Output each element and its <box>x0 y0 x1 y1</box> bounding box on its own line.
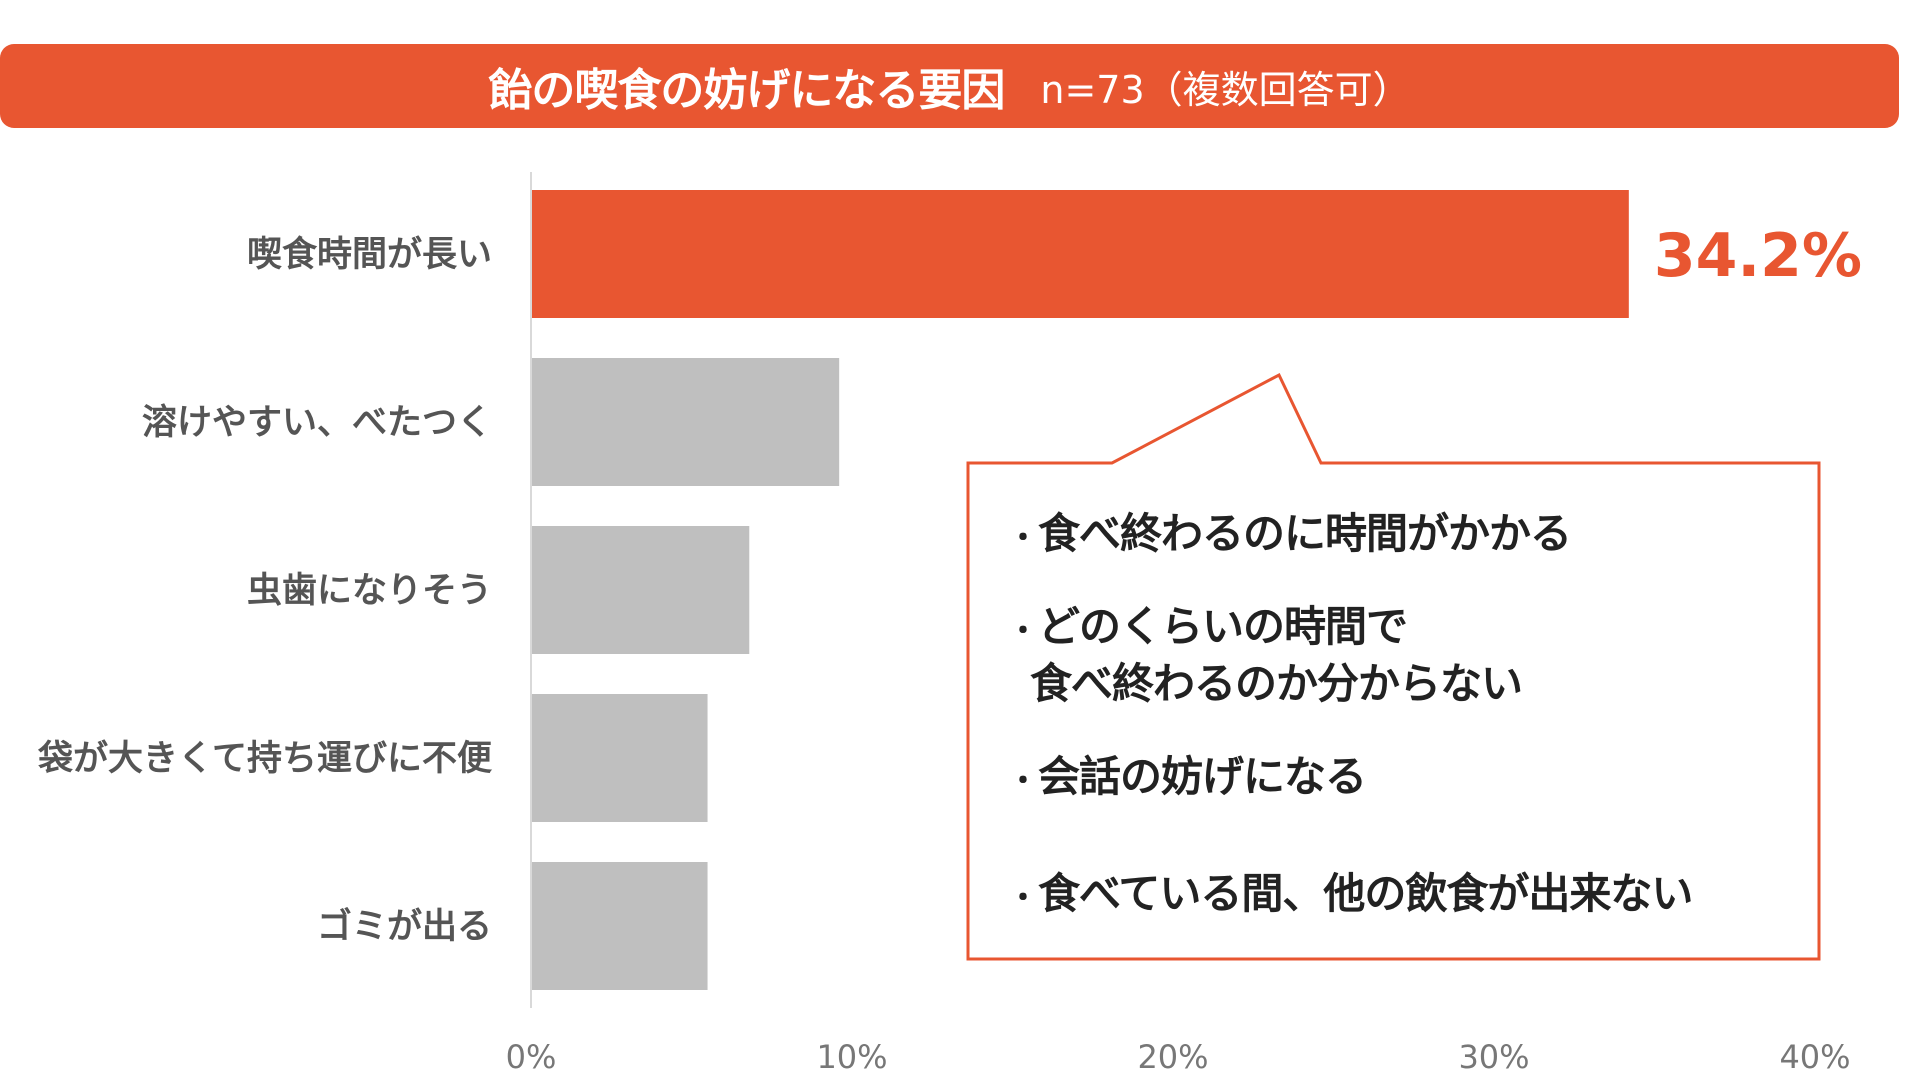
x-tick-label: 20% <box>1137 1038 1208 1076</box>
callout-item: ・会話の妨げになる <box>1008 743 1367 804</box>
callout-item: ・どのくらいの時間で <box>1008 593 1408 654</box>
callout-item: ・食べ終わるのに時間がかかる <box>1008 500 1572 561</box>
bullet-icon: ・ <box>1008 881 1038 916</box>
callout-item-text: 会話の妨げになる <box>1038 752 1367 801</box>
callout-item-text: どのくらいの時間で <box>1038 602 1408 651</box>
bar <box>532 862 708 990</box>
category-label: 虫歯になりそう <box>247 571 492 611</box>
x-tick-label: 0% <box>506 1038 557 1076</box>
x-tick-label: 10% <box>816 1038 887 1076</box>
callout-item-text: 食べ終わるのに時間がかかる <box>1038 509 1572 558</box>
chart-title: 飴の喫食の妨げになる要因 <box>488 65 1005 116</box>
category-label: 喫食時間が長い <box>247 234 492 275</box>
bar <box>532 190 1629 318</box>
category-label: ゴミが出る <box>317 906 492 947</box>
bar <box>532 694 708 822</box>
bullet-icon: ・ <box>1008 521 1038 556</box>
callout-box <box>966 372 1821 961</box>
callout-item: ・食べている間、他の飲食が出来ない <box>1008 860 1693 921</box>
x-tick-label: 30% <box>1458 1038 1529 1076</box>
data-label: 34.2% <box>1654 221 1862 291</box>
callout-item-text: 食べている間、他の飲食が出来ない <box>1038 869 1693 918</box>
bullet-icon: ・ <box>1008 764 1038 799</box>
callout-item-text: 食べ終わるのか分からない <box>1030 659 1523 708</box>
bar <box>532 526 750 654</box>
category-label: 溶けやすい、べたつく <box>142 403 492 443</box>
chart-title-bar: 飴の喫食の妨げになる要因 n=73（複数回答可） <box>0 44 1899 128</box>
x-tick-label: 40% <box>1779 1038 1850 1076</box>
chart-subtitle: n=73（複数回答可） <box>1040 67 1411 112</box>
bullet-icon: ・ <box>1008 614 1038 649</box>
callout-item: 食べ終わるのか分からない <box>1008 650 1523 711</box>
category-label: 袋が大きくて持ち運びに不便 <box>37 739 493 779</box>
bar <box>532 358 840 486</box>
